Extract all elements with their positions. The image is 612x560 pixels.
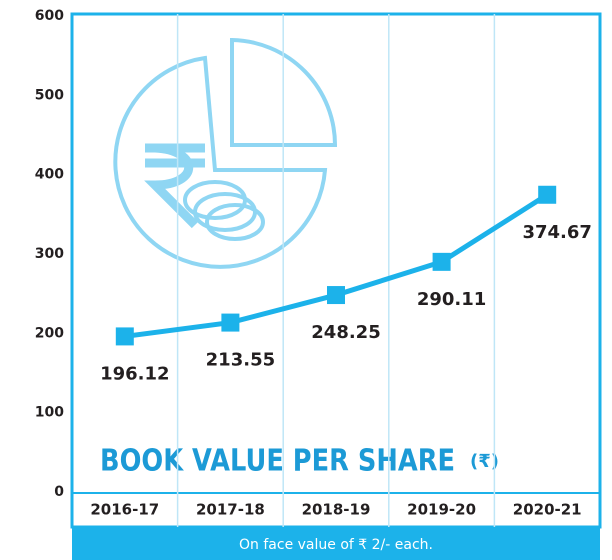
y-tick-label: 200: [35, 325, 64, 341]
marker: [327, 286, 345, 305]
chart-title-unit: (₹): [470, 451, 499, 472]
footnote: On face value of ₹ 2/- each.: [239, 537, 433, 553]
value-label: 290.11: [417, 289, 486, 310]
x-tick-label: 2017-18: [196, 501, 265, 519]
x-tick-label: 2016-17: [90, 501, 159, 519]
y-tick-label: 400: [35, 167, 64, 183]
value-label: 213.55: [206, 350, 275, 371]
marker: [538, 185, 557, 204]
x-tick-label: 2019-20: [407, 501, 476, 519]
marker: [115, 327, 134, 346]
chart-title: BOOK VALUE PER SHARE: [100, 444, 455, 479]
footer-bar: [72, 527, 600, 560]
value-label: 248.25: [311, 322, 380, 343]
y-tick-label: 300: [35, 246, 64, 262]
x-tick-label: 2018-19: [302, 501, 371, 519]
y-tick-label: 500: [35, 87, 64, 103]
y-tick-label: 100: [35, 405, 64, 421]
y-tick-label: 600: [35, 8, 64, 24]
value-label: 374.67: [522, 222, 591, 243]
decorative-icon: [113, 37, 338, 269]
marker: [432, 252, 451, 271]
y-tick-label: 0: [54, 484, 64, 500]
value-label: 196.12: [100, 363, 169, 384]
marker: [221, 313, 240, 332]
x-tick-label: 2020-21: [513, 501, 582, 519]
